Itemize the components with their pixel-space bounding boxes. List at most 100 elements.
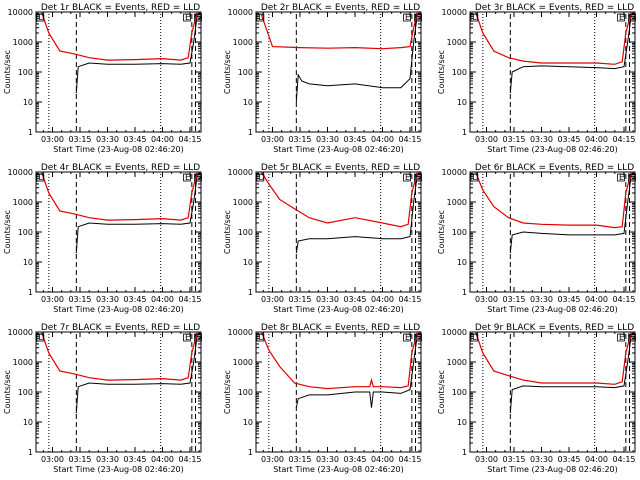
y-tick-label: 10: [457, 98, 467, 107]
x-axis-label: Start Time (23-Aug-08 02:46:20): [273, 305, 404, 314]
panel-det-6: Det 6r BLACK = Events, RED = LLD 1 10 100 10…: [437, 163, 636, 314]
panel-det-2: Det 2r BLACK = Events, RED = LLD 1 10 100 10…: [223, 3, 422, 154]
x-axis-label: Start Time (23-Aug-08 02:46:20): [53, 305, 184, 314]
flag-label: D: [258, 333, 264, 342]
flag-box: [403, 173, 411, 182]
flag-label: E: [185, 173, 190, 182]
series-lld-line: [474, 171, 632, 229]
y-tick-label: 1000: [447, 38, 467, 47]
x-tick-label: 03:00: [41, 135, 64, 144]
x-tick-label: 03:30: [96, 135, 119, 144]
y-tick-label: 100: [238, 68, 253, 77]
flag-label: S: [416, 333, 421, 342]
x-tick-label: 04:15: [398, 295, 421, 304]
x-axis-label: Start Time (23-Aug-08 02:46:20): [273, 145, 404, 154]
panel-det-3: Det 3r BLACK = Events, RED = LLD 1 10 100 10…: [437, 3, 636, 154]
y-tick-label: 10: [23, 418, 33, 427]
y-tick-label: 1: [248, 128, 253, 137]
flag-box: [36, 13, 45, 22]
flag-label: S: [416, 173, 421, 182]
y-tick-label: 10: [23, 98, 33, 107]
y-tick-label: 10: [457, 418, 467, 427]
x-tick-label: 04:00: [151, 135, 174, 144]
x-tick-label: 03:30: [316, 295, 339, 304]
flag-box: [617, 13, 625, 22]
x-tick-label: 03:30: [316, 135, 339, 144]
series-lld-line: [40, 331, 198, 381]
x-tick-label: 04:15: [178, 455, 201, 464]
flag-label: S: [630, 173, 635, 182]
flag-box: [470, 333, 479, 342]
y-tick-label: 1000: [233, 198, 253, 207]
x-tick-label: 03:45: [123, 455, 146, 464]
plot-frame: [35, 331, 202, 453]
flag-label: D: [472, 13, 478, 22]
series-events-line: [75, 334, 198, 414]
x-tick-label: 04:00: [585, 295, 608, 304]
plot-frame: [255, 171, 422, 293]
y-tick-label: 100: [452, 228, 467, 237]
panel-title: Det 1r BLACK = Events, RED = LLD: [41, 3, 200, 13]
x-axis-label: Start Time (23-Aug-08 02:46:20): [487, 305, 618, 314]
x-tick-label: 04:15: [398, 135, 421, 144]
x-axis-label: Start Time (23-Aug-08 02:46:20): [53, 465, 184, 474]
flag-label: E: [619, 333, 624, 342]
flag-box: [628, 13, 636, 22]
flag-box: [628, 333, 636, 342]
flag-box: [403, 13, 411, 22]
y-tick-label: 100: [18, 68, 33, 77]
flag-box: [183, 173, 191, 182]
x-tick-label: 04:00: [585, 455, 608, 464]
flag-box: [36, 173, 45, 182]
flag-box: [470, 13, 479, 22]
y-tick-label: 100: [452, 388, 467, 397]
y-axis-label: Counts/sec: [223, 370, 232, 414]
y-tick-label: 10000: [8, 328, 33, 337]
y-axis-label: Counts/sec: [437, 210, 446, 254]
x-tick-label: 04:00: [151, 455, 174, 464]
flag-label: D: [38, 173, 44, 182]
y-tick-label: 10000: [442, 328, 467, 337]
y-tick-label: 10: [243, 418, 253, 427]
panel-title: Det 2r BLACK = Events, RED = LLD: [261, 3, 420, 13]
x-tick-label: 04:00: [371, 135, 394, 144]
x-tick-label: 03:30: [316, 455, 339, 464]
flag-label: S: [630, 13, 635, 22]
x-axis-label: Start Time (23-Aug-08 02:46:20): [53, 145, 184, 154]
x-tick-label: 04:15: [612, 135, 635, 144]
y-tick-label: 1: [248, 288, 253, 297]
flag-box: [194, 333, 202, 342]
plot-frame: [469, 11, 636, 133]
x-tick-label: 03:45: [123, 295, 146, 304]
x-tick-label: 03:15: [68, 135, 91, 144]
x-tick-label: 03:00: [475, 135, 498, 144]
x-tick-label: 04:00: [371, 455, 394, 464]
panel-title: Det 9r BLACK = Events, RED = LLD: [475, 323, 634, 333]
flag-label: S: [416, 13, 421, 22]
y-tick-label: 1: [28, 288, 33, 297]
flag-label: E: [405, 13, 410, 22]
flag-box: [194, 13, 202, 22]
y-tick-label: 10000: [442, 8, 467, 17]
flag-label: E: [185, 333, 190, 342]
x-tick-label: 03:45: [557, 135, 580, 144]
x-tick-label: 03:15: [502, 135, 525, 144]
series-lld-line: [260, 11, 418, 50]
x-tick-label: 03:00: [475, 295, 498, 304]
y-tick-label: 10000: [8, 8, 33, 17]
y-tick-label: 1: [28, 448, 33, 457]
y-axis-label: Counts/sec: [3, 210, 12, 254]
flag-box: [183, 333, 191, 342]
x-tick-label: 04:15: [178, 135, 201, 144]
flag-box: [470, 173, 479, 182]
flag-label: E: [185, 13, 190, 22]
series-events-line: [509, 14, 632, 94]
plot-frame: [35, 11, 202, 133]
flag-box: [194, 173, 202, 182]
y-tick-label: 1: [462, 448, 467, 457]
series-lld-line: [260, 331, 418, 390]
series-events-line: [295, 334, 418, 408]
x-tick-label: 04:00: [585, 135, 608, 144]
